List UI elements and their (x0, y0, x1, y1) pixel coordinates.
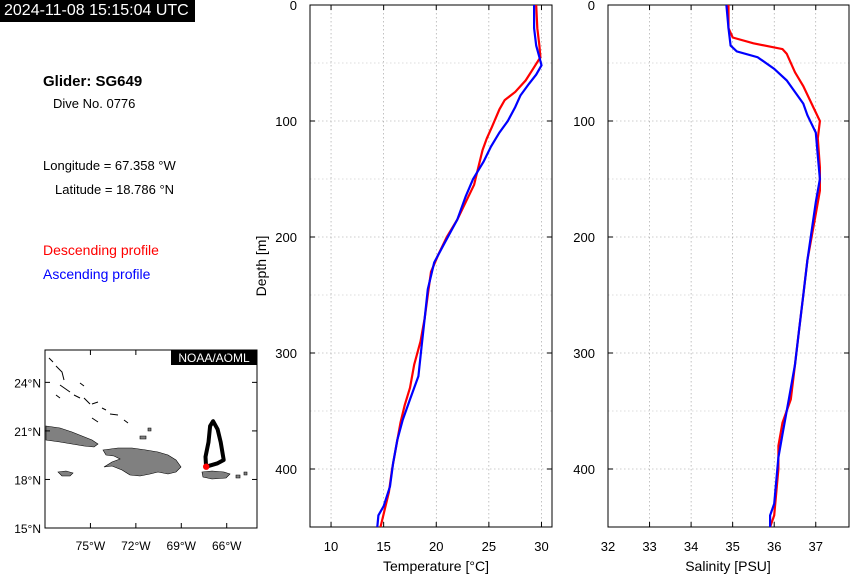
map-credit: NOAA/AOML (178, 351, 250, 365)
y-tick-label: 300 (275, 346, 297, 361)
x-tick-label: 33 (642, 539, 656, 554)
salinity-plot: 32 33 34 35 36 37 0 100 200 300 400 Salinity [PSU… (573, 0, 850, 574)
land-bahamas (48, 357, 129, 424)
map-lon-label: 72°W (121, 539, 151, 553)
land-small-islands (139, 427, 248, 479)
temperature-xlabel: Temperature [°C] (383, 558, 489, 574)
y-tick-label: 400 (573, 462, 595, 477)
timestamp: 2024-11-08 15:15:04 UTC (0, 0, 195, 22)
salinity-ascending-line (725, 4, 822, 527)
y-tick-label: 100 (275, 114, 297, 129)
land-hispaniola (102, 447, 182, 477)
y-tick-label: 400 (275, 462, 297, 477)
latitude-text: Latitude = 18.786 °N (55, 182, 175, 197)
y-tick-label: 300 (573, 346, 595, 361)
x-tick-label: 20 (429, 539, 443, 554)
x-tick-label: 34 (684, 539, 698, 554)
dive-number: Dive No. 0776 (53, 96, 136, 111)
land-masses (45, 357, 248, 480)
location-map: NOAA/AOML 15°N 18°N 21°N 24°N 75°W 72°W 69°W 6… (14, 349, 258, 553)
map-lon-axis: 75°W 72°W 69°W 66°W (76, 350, 242, 553)
glider-title: Glider: SG649 (43, 73, 143, 90)
depth-ylabel: Depth [m] (253, 236, 269, 297)
salinity-grid (607, 4, 849, 527)
map-lat-label: 15°N (14, 522, 41, 536)
x-tick-label: 37 (809, 539, 823, 554)
y-tick-label: 200 (275, 230, 297, 245)
salinity-x-axis: 32 33 34 35 36 37 (601, 5, 823, 554)
map-lon-label: 66°W (212, 539, 242, 553)
temperature-ascending-line (376, 5, 543, 528)
temperature-x-axis: 10 15 20 25 30 (324, 5, 549, 554)
y-tick-label: 200 (573, 230, 595, 245)
glider-position-marker (203, 463, 210, 470)
salinity-xlabel: Salinity [PSU] (685, 558, 771, 574)
temperature-frame (309, 4, 553, 528)
x-tick-label: 35 (725, 539, 739, 554)
map-lon-label: 75°W (76, 539, 106, 553)
land-puerto-rico (201, 470, 231, 480)
map-lat-axis: 15°N 18°N 21°N 24°N (14, 376, 257, 536)
temperature-descending-line (379, 4, 542, 528)
legend-ascending: Ascending profile (43, 266, 151, 282)
y-tick-label: 0 (588, 0, 595, 13)
salinity-frame (607, 4, 850, 528)
salinity-y-axis: 0 100 200 300 400 (573, 0, 849, 477)
x-tick-label: 10 (324, 539, 338, 554)
x-tick-label: 30 (534, 539, 548, 554)
credit-badge (171, 350, 257, 365)
x-tick-label: 36 (767, 539, 781, 554)
map-lat-label: 21°N (14, 425, 41, 439)
longitude-text: Longitude = 67.358 °W (43, 158, 176, 173)
y-tick-label: 100 (573, 114, 595, 129)
map-lon-label: 69°W (167, 539, 197, 553)
x-tick-label: 25 (482, 539, 496, 554)
map-lat-label: 18°N (14, 473, 41, 487)
y-tick-label: 0 (290, 0, 297, 13)
temperature-grid (310, 4, 552, 527)
x-tick-label: 15 (376, 539, 390, 554)
map-lat-label: 24°N (14, 376, 41, 390)
salinity-descending-line (727, 5, 822, 528)
land-jamaica (57, 470, 74, 477)
legend-descending: Descending profile (43, 242, 159, 258)
x-tick-label: 32 (601, 539, 615, 554)
temperature-plot: 10 15 20 25 30 0 100 200 300 400 Temperature [°C… (253, 0, 553, 574)
land-cuba (45, 425, 99, 448)
temperature-y-axis: 0 100 200 300 400 (275, 0, 552, 477)
glider-track (203, 419, 226, 469)
